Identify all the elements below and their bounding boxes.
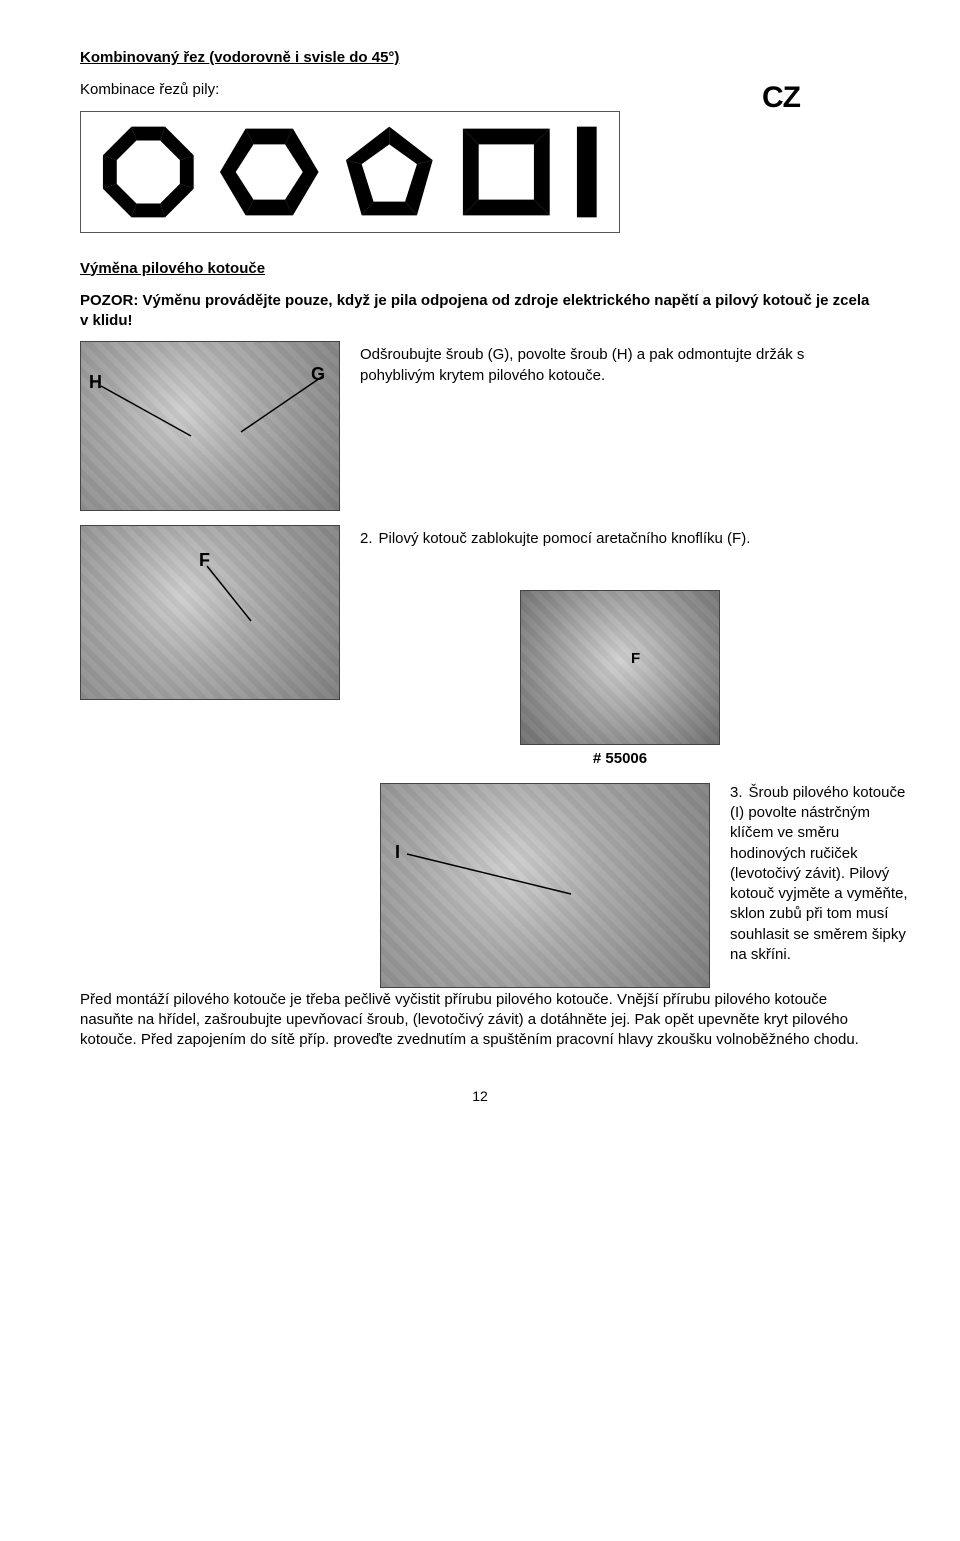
hexagon-icon	[216, 124, 323, 220]
warning-text: POZOR: Výměnu provádějte pouze, když je …	[80, 291, 880, 332]
pentagon-icon	[340, 124, 439, 220]
step1-photo: H G	[80, 341, 340, 511]
square-icon	[457, 122, 556, 222]
step3-photo: I	[380, 783, 710, 988]
subheading-combinations: Kombinace řezů pily:	[80, 80, 880, 100]
step3-number: 3.	[730, 784, 743, 801]
section-heading-blade-change: Výměna pilového kotouče	[80, 259, 880, 279]
step2-photo-left: F	[80, 525, 340, 700]
step2-number: 2.	[360, 530, 373, 547]
step1-text: Odšroubujte šroub (G), povolte šroub (H)…	[360, 341, 880, 386]
step3-text: Šroub pilového kotouče (I) povolte nástr…	[730, 784, 908, 963]
section-heading-combined-cut: Kombinovaný řez (vodorovně i svisle do 4…	[80, 48, 880, 68]
step2-text: Pilový kotouč zablokujte pomocí aretační…	[379, 530, 751, 547]
callout-f-right: F	[631, 649, 640, 669]
octagon-icon	[99, 122, 198, 222]
bar-icon	[573, 122, 601, 222]
cut-shapes-diagram	[80, 111, 620, 233]
closing-paragraph: Před montáží pilového kotouče je třeba p…	[80, 990, 880, 1051]
step2-photo-right: F	[520, 590, 720, 745]
page-number: 12	[80, 1087, 880, 1106]
language-badge: CZ	[762, 78, 800, 119]
model-number-label: # 55006	[593, 749, 647, 769]
